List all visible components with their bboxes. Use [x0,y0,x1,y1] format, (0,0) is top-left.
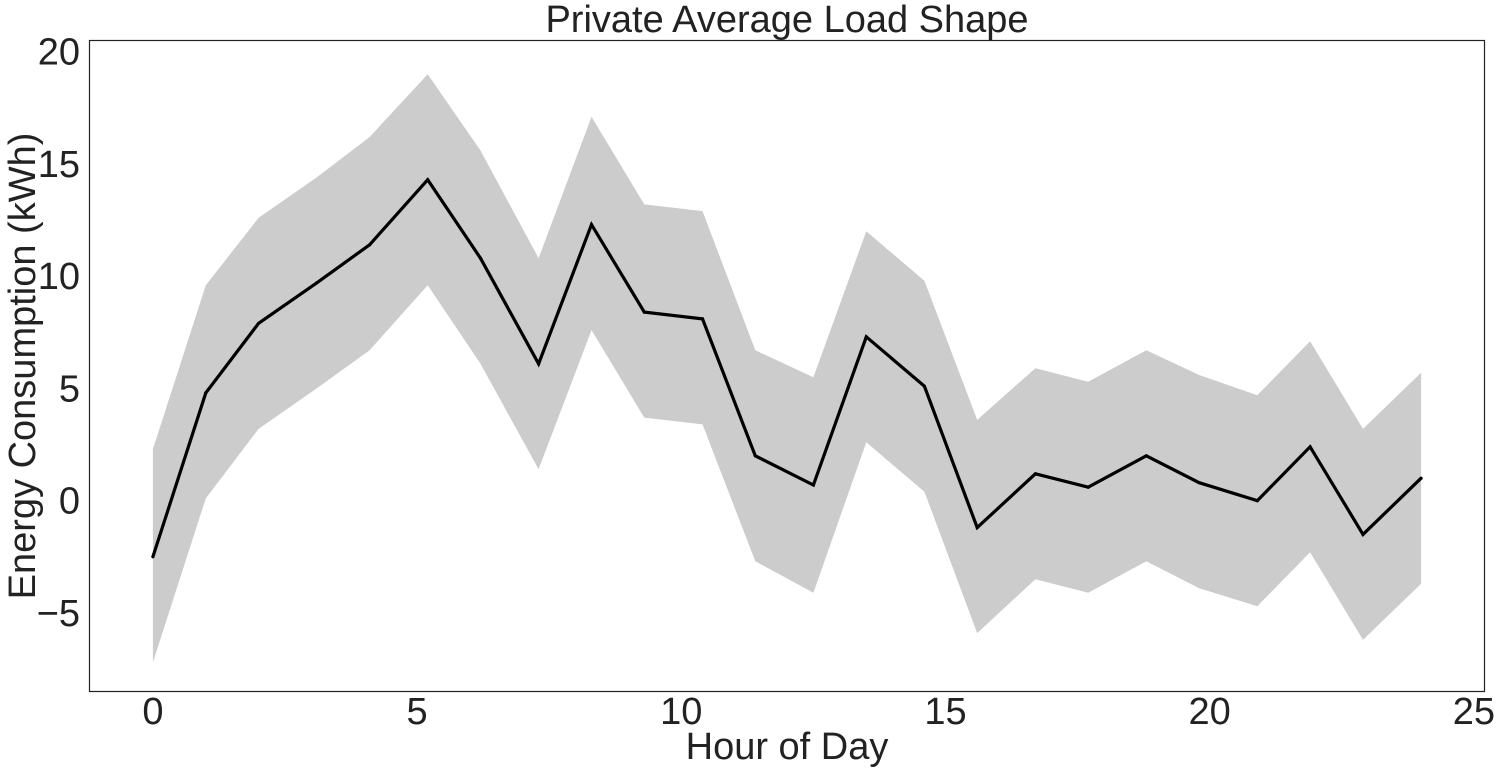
y-tick-label: 0 [59,481,80,523]
data-point [700,317,705,321]
data-point [1197,481,1201,485]
x-tick-label: 20 [1189,691,1231,733]
x-tick-label: 15 [924,691,966,733]
data-point [478,256,483,260]
data-point [151,555,155,559]
y-axis-label: Energy Consumption (kWh) [2,133,44,600]
data-point [1419,476,1423,480]
data-point [1308,445,1312,449]
x-axis-label: Hour of Day [686,726,889,768]
data-point [642,310,646,314]
x-tick-label: 0 [142,691,163,733]
data-point [922,384,927,388]
y-tick-label: 20 [38,32,80,74]
mean-line-layer [151,177,1423,559]
y-tick-label: 5 [59,368,80,410]
data-point [1361,532,1365,537]
chart-title: Private Average Load Shape [545,0,1028,41]
data-point [811,483,816,487]
x-tick-label: 5 [407,691,428,733]
data-point [368,243,372,247]
confidence-band-layer [152,74,1422,663]
plot-area [88,39,1486,693]
data-point [589,223,594,227]
x-axis-ticks: 0 5 10 15 20 25 [142,691,1495,733]
confidence-band [152,74,1422,663]
plot-frame [88,39,1486,693]
y-tick-label: 15 [38,144,80,186]
mean-load-line [151,177,1423,558]
data-point [1255,499,1259,503]
data-point [864,335,868,339]
x-tick-label: 10 [660,691,702,733]
y-tick-label: −5 [37,593,80,635]
data-point [537,362,541,366]
data-point [426,178,430,182]
data-point [753,454,757,458]
y-tick-label: 10 [38,256,80,298]
x-tick-label: 25 [1453,691,1495,733]
y-axis-ticks: −5 0 5 10 15 20 [37,32,80,635]
data-point [1086,485,1090,489]
data-point [204,391,208,395]
data-point [975,526,979,530]
data-point [1144,454,1148,458]
data-point [257,321,261,325]
data-point [1033,472,1037,476]
data-point [315,281,319,285]
